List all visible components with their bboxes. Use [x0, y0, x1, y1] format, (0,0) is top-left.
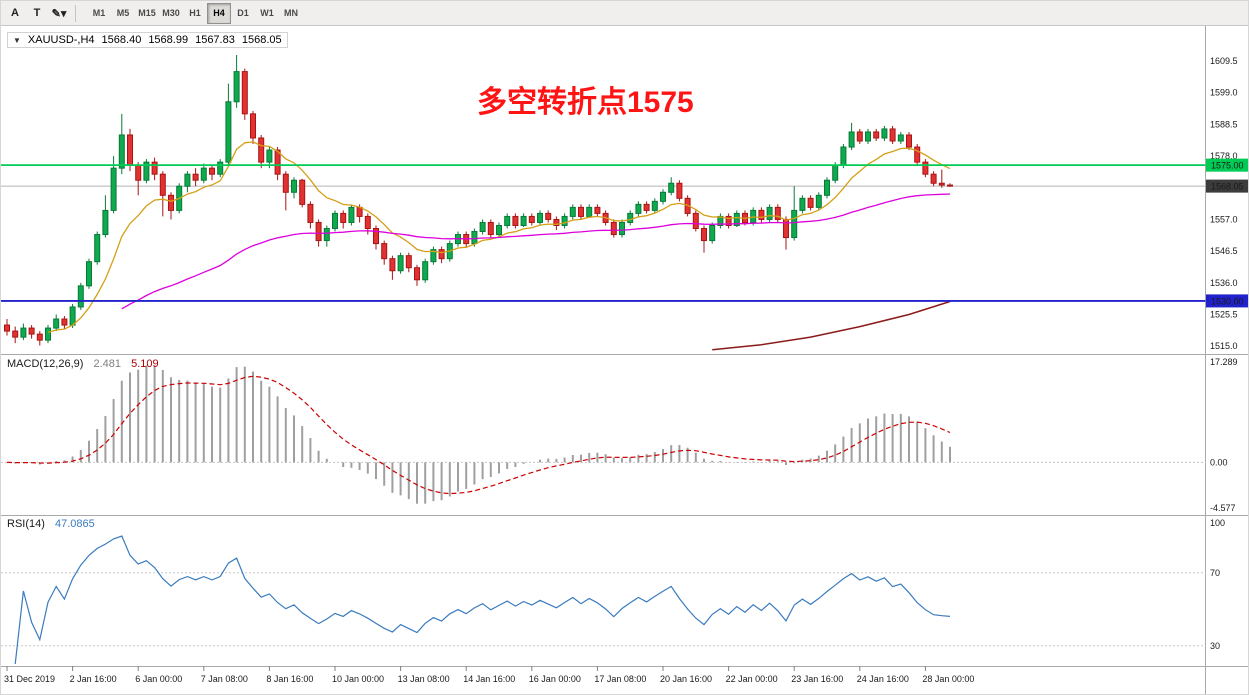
price-pane: [1, 55, 1206, 351]
text-tool-button[interactable]: T: [26, 3, 48, 24]
rsi-name: RSI(14): [7, 518, 45, 530]
svg-text:70: 70: [1210, 568, 1220, 578]
svg-text:1525.5: 1525.5: [1210, 309, 1238, 319]
rsi-indicator-label: RSI(14) 47.0865: [7, 518, 95, 530]
svg-text:17.289: 17.289: [1210, 357, 1238, 367]
chart-canvas[interactable]: 17.289 0.00 -4.577 100 70 30 1515.0 1525.5 153…: [1, 26, 1249, 695]
rsi-pane: 100 70 30: [1, 518, 1225, 665]
macd-main-value: 2.481: [93, 358, 122, 370]
svg-text:2 Jan 16:00: 2 Jan 16:00: [70, 674, 117, 684]
svg-text:1609.5: 1609.5: [1210, 56, 1238, 66]
macd-signal-value: 5.109: [131, 358, 159, 370]
symbol-name: XAUUSD-,H4: [27, 34, 95, 46]
ohlc-close: 1568.05: [241, 34, 282, 46]
macd-name: MACD(12,26,9): [7, 358, 84, 370]
price-axis[interactable]: 1515.01525.51536.01546.51557.01567.51578…: [1206, 56, 1249, 351]
ohlc-low: 1567.83: [195, 34, 235, 46]
timeframe-button-h4[interactable]: H4: [207, 2, 231, 24]
time-axis[interactable]: 31 Dec 2019 2 Jan 16:00 6 Jan 00:00 7 Jan 0…: [4, 666, 974, 684]
symbol-info-bar: ▼ XAUUSD-,H4 1568.40 1568.99 1567.83 156…: [7, 32, 288, 48]
svg-text:1578.0: 1578.0: [1210, 151, 1238, 161]
timeframe-button-d1[interactable]: D1: [231, 3, 255, 24]
svg-text:1530.00: 1530.00: [1211, 296, 1244, 306]
svg-text:1568.05: 1568.05: [1211, 182, 1244, 192]
svg-text:100: 100: [1210, 518, 1225, 528]
macd-pane: 17.289 0.00 -4.577: [1, 357, 1238, 513]
pen-color-tool-button[interactable]: ✎▾: [48, 3, 70, 24]
toolbar: A T ✎▾ M1 M5 M15 M30 H1 H4 D1 W1 MN: [1, 1, 1248, 26]
chart-background: [1, 26, 1248, 694]
timeframe-button-m1[interactable]: M1: [87, 3, 111, 24]
symbol-dropdown-icon[interactable]: ▼: [13, 35, 21, 45]
timeframe-button-w1[interactable]: W1: [255, 3, 279, 24]
toolbar-separator: [75, 4, 76, 22]
tool-button-group: A T ✎▾: [4, 3, 70, 24]
svg-text:1575.00: 1575.00: [1211, 161, 1244, 171]
svg-text:1588.5: 1588.5: [1210, 119, 1238, 129]
svg-text:7 Jan 08:00: 7 Jan 08:00: [201, 674, 248, 684]
timeframe-button-m30[interactable]: M30: [159, 3, 183, 24]
ohlc-high: 1568.99: [148, 34, 189, 46]
svg-text:1546.5: 1546.5: [1210, 246, 1238, 256]
svg-text:28 Jan 00:00: 28 Jan 00:00: [922, 674, 974, 684]
timeframe-button-group: M1 M5 M15 M30 H1 H4 D1 W1 MN: [87, 2, 303, 24]
svg-text:1536.0: 1536.0: [1210, 278, 1238, 288]
svg-text:13 Jan 08:00: 13 Jan 08:00: [398, 674, 450, 684]
svg-text:10 Jan 00:00: 10 Jan 00:00: [332, 674, 384, 684]
svg-text:17 Jan 08:00: 17 Jan 08:00: [594, 674, 646, 684]
svg-text:1557.0: 1557.0: [1210, 214, 1238, 224]
svg-text:22 Jan 00:00: 22 Jan 00:00: [726, 674, 778, 684]
svg-text:6 Jan 00:00: 6 Jan 00:00: [135, 674, 182, 684]
arrow-tool-button[interactable]: A: [4, 3, 26, 24]
svg-text:1599.0: 1599.0: [1210, 88, 1238, 98]
svg-text:30: 30: [1210, 641, 1220, 651]
svg-text:-4.577: -4.577: [1210, 503, 1236, 513]
svg-text:20 Jan 16:00: 20 Jan 16:00: [660, 674, 712, 684]
timeframe-button-m5[interactable]: M5: [111, 3, 135, 24]
svg-text:14 Jan 16:00: 14 Jan 16:00: [463, 674, 515, 684]
svg-text:1515.0: 1515.0: [1210, 341, 1238, 351]
macd-indicator-label: MACD(12,26,9) 2.481 5.109: [7, 358, 159, 370]
svg-text:31 Dec 2019: 31 Dec 2019: [4, 674, 55, 684]
chart-annotation: 多空转折点1575: [477, 86, 694, 119]
svg-text:8 Jan 16:00: 8 Jan 16:00: [266, 674, 313, 684]
svg-text:23 Jan 16:00: 23 Jan 16:00: [791, 674, 843, 684]
svg-text:0.00: 0.00: [1210, 457, 1228, 467]
timeframe-button-h1[interactable]: H1: [183, 3, 207, 24]
timeframe-button-m15[interactable]: M15: [135, 3, 159, 24]
svg-text:24 Jan 16:00: 24 Jan 16:00: [857, 674, 909, 684]
rsi-value: 47.0865: [54, 518, 95, 530]
pane-separators: [1, 26, 1248, 694]
svg-text:16 Jan 00:00: 16 Jan 00:00: [529, 674, 581, 684]
timeframe-button-mn[interactable]: MN: [279, 3, 303, 24]
ohlc-open: 1568.40: [101, 34, 142, 46]
